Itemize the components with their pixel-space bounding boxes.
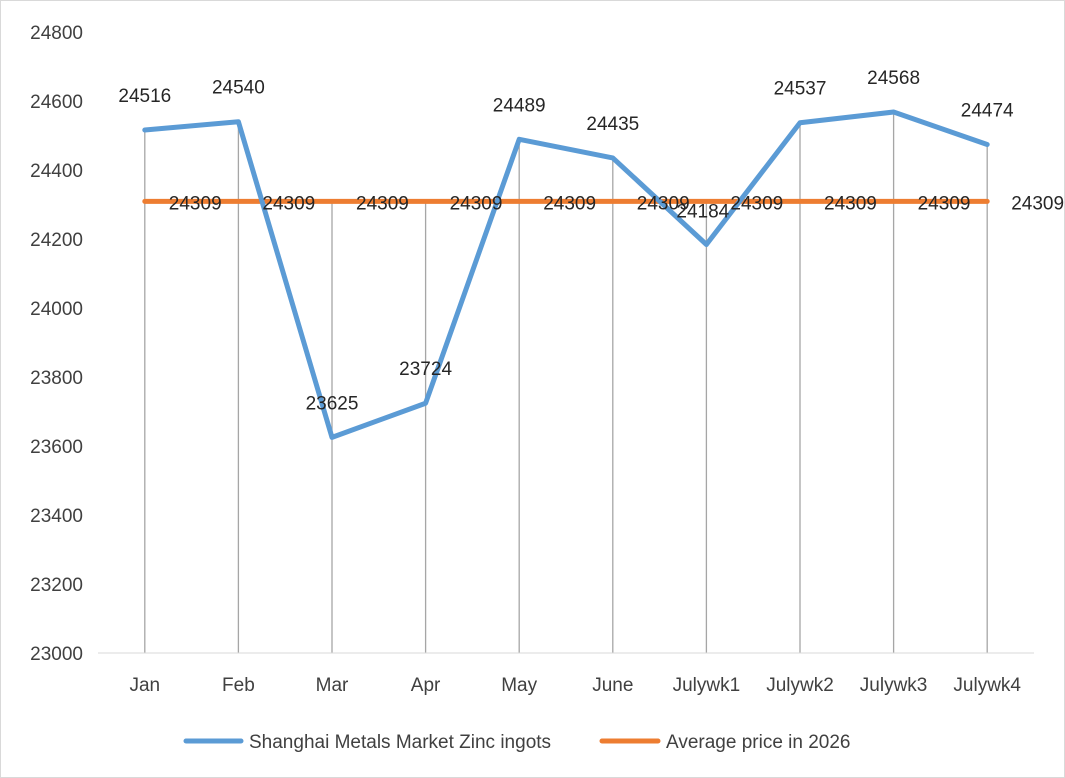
y-tick-label: 24400 [30, 161, 83, 182]
x-tick-label: May [501, 675, 537, 696]
zinc-data-label: 24568 [867, 68, 920, 89]
x-tick-label: June [592, 675, 633, 696]
y-tick-label: 23200 [30, 575, 83, 596]
zinc-data-label: 24537 [774, 79, 827, 100]
y-tick-label: 24200 [30, 230, 83, 251]
zinc-data-label: 23625 [306, 393, 359, 414]
x-tick-label: Julywk4 [953, 675, 1021, 696]
x-tick-label: Julywk2 [766, 675, 834, 696]
zinc-data-label: 23724 [399, 359, 452, 380]
average-data-label: 24309 [169, 193, 222, 214]
legend: Shanghai Metals Market Zinc ingots Averag… [183, 732, 851, 753]
x-tick-label: Julywk1 [673, 675, 741, 696]
average-data-label: 24309 [918, 193, 971, 214]
y-tick-label: 24800 [30, 23, 83, 44]
x-axis-labels: Jan Feb Mar Apr May June Julywk1 Julywk2 Julywk3… [129, 675, 1021, 696]
legend-label: Average price in 2026 [666, 732, 851, 753]
zinc-data-label: 24435 [586, 114, 639, 135]
average-data-label: 24309 [1011, 193, 1064, 214]
y-tick-label: 24600 [30, 92, 83, 113]
x-tick-label: Julywk3 [860, 675, 928, 696]
x-tick-label: Feb [222, 675, 255, 696]
average-data-label: 24309 [262, 193, 315, 214]
legend-item-zinc: Shanghai Metals Market Zinc ingots [183, 732, 551, 753]
x-tick-label: Apr [411, 675, 441, 696]
data-labels: 24516 24540 23625 23724 24489 24435 24184 24537… [118, 68, 1064, 414]
average-data-label: 24309 [356, 193, 409, 214]
legend-label: Shanghai Metals Market Zinc ingots [249, 732, 551, 753]
y-tick-label: 23000 [30, 644, 83, 665]
average-data-label: 24309 [637, 193, 690, 214]
zinc-series-line [142, 109, 990, 440]
series-lines [142, 109, 990, 440]
zinc-data-label: 24516 [118, 86, 171, 107]
zinc-data-label: 24184 [676, 202, 729, 223]
x-tick-label: Mar [316, 675, 349, 696]
y-tick-label: 24000 [30, 299, 83, 320]
y-tick-label: 23400 [30, 506, 83, 527]
average-data-label: 24309 [450, 193, 503, 214]
y-tick-label: 23600 [30, 437, 83, 458]
average-data-label: 24309 [824, 193, 877, 214]
x-tick-label: Jan [129, 675, 160, 696]
zinc-data-label: 24540 [212, 78, 265, 99]
zinc-data-label: 24474 [961, 100, 1014, 121]
average-data-label: 24309 [543, 193, 596, 214]
average-data-label: 24309 [730, 193, 783, 214]
y-axis-labels: 23000 23200 23400 23600 23800 24000 24200 24400… [30, 23, 83, 665]
y-tick-label: 23800 [30, 368, 83, 389]
legend-item-average: Average price in 2026 [599, 732, 851, 753]
drop-lines [144, 112, 988, 653]
zinc-data-label: 24489 [493, 95, 546, 116]
